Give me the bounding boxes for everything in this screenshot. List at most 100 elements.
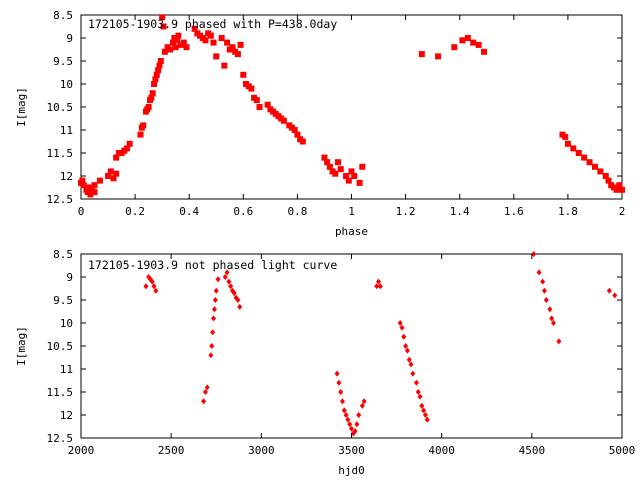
data-point: [361, 398, 367, 405]
data-point: [341, 407, 347, 414]
data-point: [161, 48, 168, 55]
x-tick-label: 2: [619, 205, 626, 218]
x-tick-label: 0.4: [179, 205, 199, 218]
data-point: [321, 154, 328, 161]
data-point: [204, 384, 210, 391]
data-point: [459, 37, 466, 44]
x-tick-label: 2000: [68, 444, 95, 457]
data-point: [224, 39, 231, 46]
data-point: [174, 37, 181, 44]
y-tick-label: 11.5: [47, 386, 74, 399]
y-tick-label: 9: [66, 271, 73, 284]
data-point: [413, 379, 419, 386]
data-point: [96, 177, 103, 184]
data-point: [324, 159, 331, 166]
data-point: [169, 39, 176, 46]
data-point: [105, 173, 112, 179]
data-point: [237, 303, 243, 310]
data-point: [336, 379, 342, 386]
data-point: [547, 306, 553, 313]
data-point: [91, 182, 98, 189]
data-point: [210, 329, 216, 336]
data-point: [264, 101, 271, 108]
data-point: [339, 398, 345, 405]
data-point: [612, 292, 618, 299]
data-point: [172, 44, 179, 51]
data-point: [229, 44, 236, 51]
data-point: [418, 51, 425, 58]
x-tick-label: 1: [348, 205, 355, 218]
data-point: [586, 159, 593, 166]
data-point: [556, 338, 562, 345]
data-point: [183, 44, 190, 51]
data-point: [160, 23, 167, 30]
y-tick-label: 11.5: [47, 147, 74, 160]
unphased-light-curve-panel: 2000 2500 3000 3500 4000 4500 5000 8.5 9 9.5 10 10…: [15, 248, 635, 477]
data-point: [356, 412, 362, 418]
data-point: [156, 62, 163, 69]
data-point: [291, 127, 298, 133]
data-point: [397, 320, 403, 326]
data-point: [202, 37, 209, 44]
data-point: [91, 189, 98, 196]
data-point: [404, 347, 410, 354]
data-point: [224, 269, 230, 276]
data-point: [326, 163, 333, 170]
data-point: [231, 290, 237, 297]
data-point: [235, 297, 241, 303]
data-point: [377, 283, 383, 290]
unphased-x-axis-label: hjd0: [338, 464, 365, 477]
data-point: [155, 67, 162, 74]
data-point: [348, 168, 355, 175]
data-point: [345, 177, 352, 184]
data-point: [256, 104, 263, 110]
data-point: [175, 32, 182, 39]
data-point: [415, 389, 421, 395]
data-point: [153, 71, 160, 78]
x-tick-label: 3000: [248, 444, 275, 457]
data-point: [79, 177, 86, 184]
data-point: [151, 283, 157, 290]
data-point: [126, 140, 133, 147]
data-point: [228, 283, 234, 290]
y-tick-label: 9: [66, 32, 73, 45]
data-point: [343, 173, 350, 179]
data-point: [110, 175, 117, 182]
y-tick-label: 8.5: [53, 248, 73, 261]
data-point: [399, 324, 405, 331]
data-point: [234, 51, 241, 58]
x-tick-label: 4500: [519, 444, 546, 457]
data-point: [294, 131, 301, 138]
data-point: [201, 398, 207, 405]
data-point: [464, 35, 471, 41]
data-point: [180, 39, 187, 46]
data-point: [209, 343, 215, 349]
data-point: [123, 145, 130, 152]
x-tick-label: 0.6: [233, 205, 253, 218]
unphased-y-axis-label: I[mag]: [15, 326, 28, 366]
data-point: [351, 173, 358, 179]
data-point: [191, 25, 198, 32]
y-tick-label: 12: [60, 170, 73, 183]
phased-x-ticks: 0 0.2 0.4 0.6 0.8 1 1.2 1.4 1.6 1.8 2: [78, 15, 626, 218]
x-tick-label: 0.8: [287, 205, 307, 218]
data-point: [145, 104, 152, 110]
data-point: [208, 352, 214, 359]
y-tick-label: 11: [60, 124, 73, 137]
phased-y-ticks: 8.5 9 9.5 10 10.5 11 11.5 12 12.5: [47, 9, 622, 206]
data-point: [253, 97, 260, 104]
data-point: [248, 85, 255, 92]
data-point: [149, 278, 155, 285]
data-point: [550, 320, 556, 326]
y-tick-label: 11: [60, 363, 73, 376]
data-point: [581, 154, 588, 161]
data-point: [347, 421, 353, 428]
data-point: [541, 287, 547, 294]
data-point: [87, 191, 94, 198]
x-tick-label: 0: [78, 205, 85, 218]
unphased-x-ticks: 2000 2500 3000 3500 4000 4500 5000: [68, 254, 635, 457]
data-point: [210, 39, 217, 46]
data-point: [543, 297, 549, 303]
data-point: [213, 53, 220, 60]
data-point: [167, 46, 174, 53]
